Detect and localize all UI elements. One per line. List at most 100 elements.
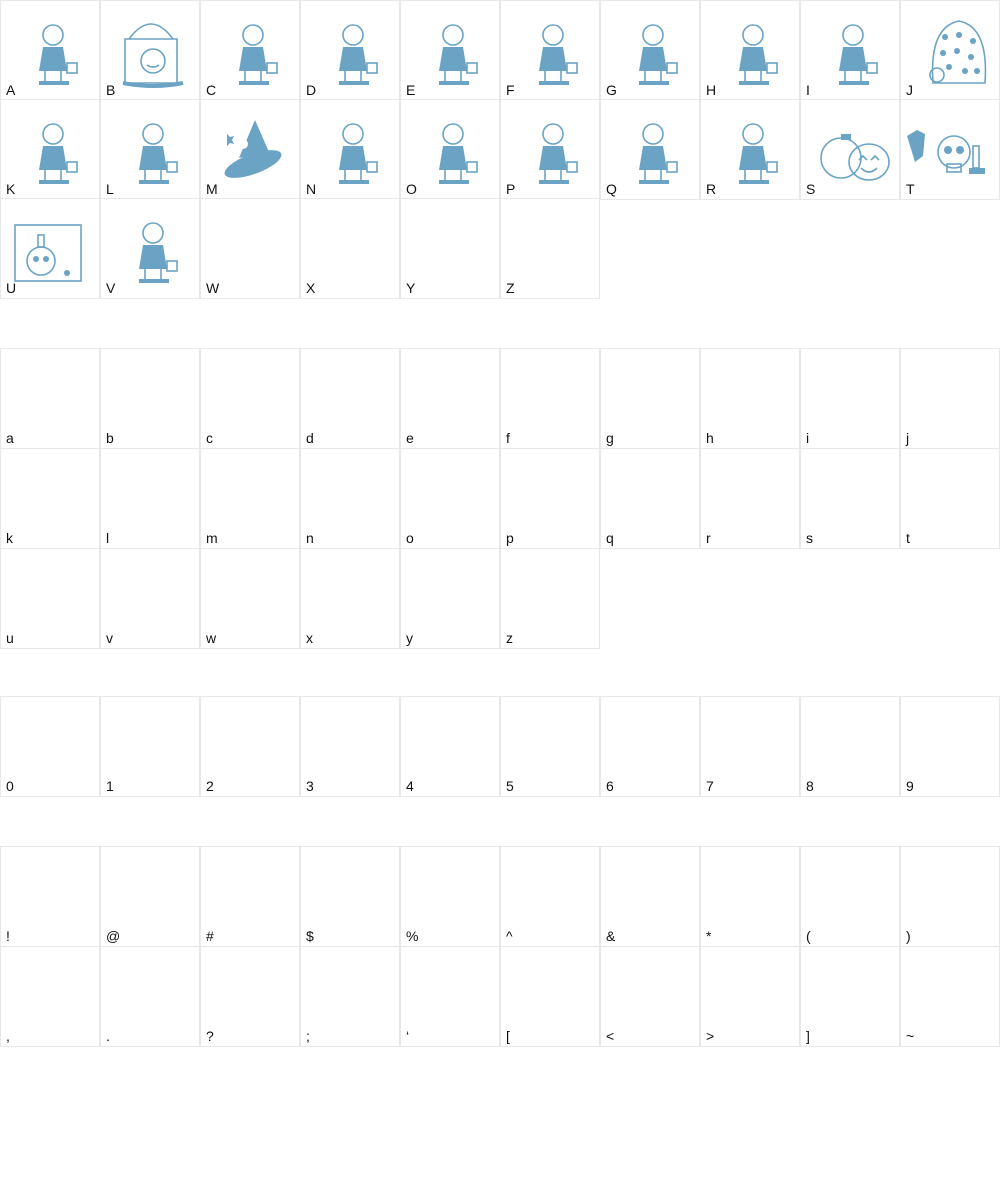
glyph-label: S xyxy=(806,181,816,197)
glyph-cell-uppercase: K xyxy=(0,99,100,200)
glyph-label: , xyxy=(6,1028,10,1044)
glyph-label: N xyxy=(306,181,317,197)
glyph-label: I xyxy=(806,82,810,98)
glyph-label: Q xyxy=(606,181,617,197)
glyph-cell-symbols: ! xyxy=(0,846,100,947)
glyph-label: b xyxy=(106,430,114,446)
glyph-label: U xyxy=(6,280,17,296)
glyph-cell-lowercase: i xyxy=(800,348,900,449)
glyph-label: 2 xyxy=(206,778,214,794)
glyph-cell-symbols: % xyxy=(400,846,500,947)
glyph-label: @ xyxy=(106,928,121,944)
glyph-label: T xyxy=(906,181,915,197)
glyph-cell-uppercase: I xyxy=(800,0,900,101)
glyph-cell-uppercase: P xyxy=(500,99,600,200)
glyph-cell-uppercase: U xyxy=(0,198,100,299)
glyph-cell-uppercase: G xyxy=(600,0,700,101)
glyph-cell-lowercase: o xyxy=(400,448,500,549)
glyph-cell-symbols: ? xyxy=(200,946,300,1047)
glyph-cell-lowercase: w xyxy=(200,548,300,649)
glyph-cell-lowercase: n xyxy=(300,448,400,549)
glyph-cell-lowercase: d xyxy=(300,348,400,449)
glyph-cell-symbols: ; xyxy=(300,946,400,1047)
glyph-label: n xyxy=(306,530,314,546)
glyph-label: H xyxy=(706,82,717,98)
glyph-cell-uppercase: L xyxy=(100,99,200,200)
glyph-cell-digits: 1 xyxy=(100,696,200,797)
glyph-label: ‘ xyxy=(406,1028,410,1044)
glyph-label: A xyxy=(6,82,16,98)
glyph-label: . xyxy=(106,1028,110,1044)
glyph-cell-uppercase: H xyxy=(700,0,800,101)
glyph-label: 8 xyxy=(806,778,814,794)
glyph-cell-symbols: @ xyxy=(100,846,200,947)
glyph-label: ; xyxy=(306,1028,310,1044)
glyph-cell-uppercase: X xyxy=(300,198,400,299)
glyph-cell-uppercase: V xyxy=(100,198,200,299)
glyph-label: c xyxy=(206,430,213,446)
glyph-label: j xyxy=(906,430,910,446)
glyph-label: X xyxy=(306,280,316,296)
glyph-label: d xyxy=(306,430,314,446)
glyph-label: s xyxy=(806,530,813,546)
glyph-label: x xyxy=(306,630,313,646)
glyph-cell-uppercase: S xyxy=(800,99,900,200)
glyph-cell-symbols: . xyxy=(100,946,200,1047)
glyph-cell-symbols: $ xyxy=(300,846,400,947)
glyph-label: $ xyxy=(306,928,314,944)
glyph-cell-uppercase: C xyxy=(200,0,300,101)
fairy-girl-icon xyxy=(719,106,789,186)
glyph-label: a xyxy=(6,430,14,446)
glyph-cell-lowercase: t xyxy=(900,448,1000,549)
glyph-label: r xyxy=(706,530,711,546)
glyph-cell-uppercase: T xyxy=(900,99,1000,200)
glyph-label: [ xyxy=(506,1028,510,1044)
boy-hat-bag-icon xyxy=(419,7,489,87)
glyph-label: > xyxy=(706,1028,715,1044)
glyph-cell-lowercase: g xyxy=(600,348,700,449)
glyph-cell-symbols: ( xyxy=(800,846,900,947)
glyph-label: J xyxy=(906,82,913,98)
glyph-label: e xyxy=(406,430,414,446)
glyph-cell-lowercase: x xyxy=(300,548,400,649)
glyph-cell-lowercase: j xyxy=(900,348,1000,449)
glyph-cell-digits: 7 xyxy=(700,696,800,797)
glyph-label: y xyxy=(406,630,413,646)
glyph-label: K xyxy=(6,181,16,197)
glyph-label: Y xyxy=(406,280,416,296)
glyph-cell-symbols: * xyxy=(700,846,800,947)
glyph-cell-lowercase: e xyxy=(400,348,500,449)
glyph-label: 9 xyxy=(906,778,914,794)
devil-bag-icon xyxy=(719,7,789,87)
glyph-label: Z xyxy=(506,280,515,296)
glyph-cell-uppercase: Q xyxy=(600,99,700,200)
glyph-label: t xyxy=(906,530,910,546)
glyph-cell-symbols: ^ xyxy=(500,846,600,947)
glyph-label: k xyxy=(6,530,13,546)
cat-costume-bag-icon xyxy=(519,7,589,87)
glyph-label: u xyxy=(6,630,14,646)
glyph-label: 3 xyxy=(306,778,314,794)
glyph-cell-lowercase: s xyxy=(800,448,900,549)
glyph-cell-lowercase: b xyxy=(100,348,200,449)
glyph-cell-lowercase: r xyxy=(700,448,800,549)
glyph-label: O xyxy=(406,181,417,197)
glyph-cell-lowercase: f xyxy=(500,348,600,449)
glyph-label: * xyxy=(706,928,712,944)
glyph-cell-uppercase: O xyxy=(400,99,500,200)
girl-hat-bag-icon xyxy=(519,106,589,186)
glyph-label: h xyxy=(706,430,714,446)
glyph-label: w xyxy=(206,630,217,646)
glyph-label: 7 xyxy=(706,778,714,794)
glyph-cell-symbols: , xyxy=(0,946,100,1047)
glyph-cell-uppercase: Z xyxy=(500,198,600,299)
glyph-cell-uppercase: R xyxy=(700,99,800,200)
glyph-label: ! xyxy=(6,928,10,944)
glyph-cell-symbols: ‘ xyxy=(400,946,500,1047)
glyph-label: 6 xyxy=(606,778,614,794)
glyph-cell-uppercase: B xyxy=(100,0,200,101)
glyph-cell-uppercase: W xyxy=(200,198,300,299)
glyph-label: 1 xyxy=(106,778,114,794)
glyph-label: o xyxy=(406,530,414,546)
glyph-label: C xyxy=(206,82,217,98)
